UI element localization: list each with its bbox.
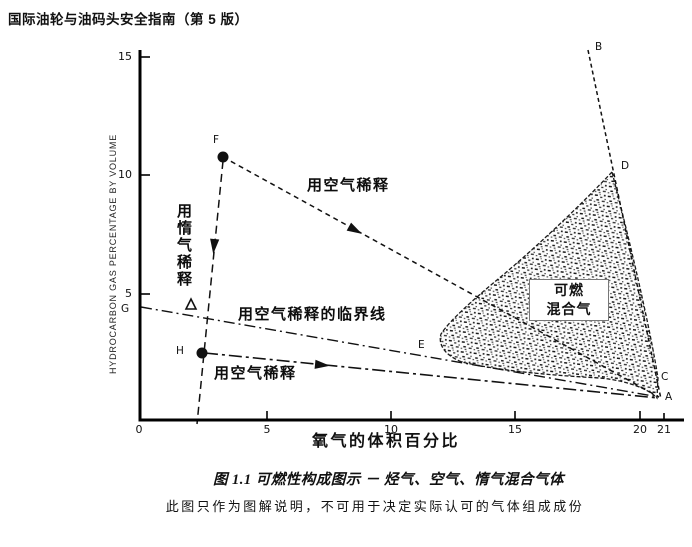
point-label-d: D <box>621 160 630 172</box>
line-g-a-critical <box>140 306 660 398</box>
label-flammable-mixture: 可燃 混合气 <box>529 279 609 321</box>
point-h-dot <box>196 347 208 359</box>
point-label-f: F <box>213 134 220 146</box>
x-axis-label: 氧气的体积百分比 <box>312 433 461 450</box>
figure-caption-title: 图 1.1 可燃性构成图示 － 烃气、空气、惰气混合气体 <box>212 472 565 488</box>
y-tick-5: 5 <box>125 287 132 300</box>
x-tick-0: 0 <box>135 423 143 436</box>
line-f-a <box>222 156 660 398</box>
point-label-h: H <box>176 345 184 357</box>
label-dilute-with-inert-gas: 用惰气稀释 <box>175 203 192 288</box>
x-tick-21: 21 <box>657 423 671 436</box>
arrowhead-f-a <box>346 222 363 234</box>
point-label-a: A <box>665 391 673 403</box>
line-h-a <box>204 352 659 399</box>
arrowhead-f-inert <box>210 238 220 254</box>
x-tick-20: 20 <box>633 423 647 436</box>
point-label-g: G <box>121 303 130 315</box>
y-axis-ticks <box>140 56 150 295</box>
point-label-b: B <box>595 41 603 53</box>
x-tick-10: 10 <box>384 423 398 436</box>
x-axis-ticks <box>266 411 665 420</box>
point-label-c: C <box>661 371 669 383</box>
line-b-a <box>587 49 662 400</box>
x-tick-5: 5 <box>263 423 271 436</box>
label-dilute-with-air-upper: 用空气稀释 <box>307 177 390 194</box>
point-f-dot <box>217 151 229 163</box>
page-header: 国际油轮与油码头安全指南（第 5 版） <box>8 12 249 27</box>
critical-line-triangle-marker <box>184 297 198 310</box>
label-dilute-with-air-lower: 用空气稀释 <box>214 365 297 382</box>
arrowhead-h-a <box>314 359 330 369</box>
axes <box>138 50 684 422</box>
x-tick-15: 15 <box>508 423 522 436</box>
y-tick-15: 15 <box>118 50 132 63</box>
figure-caption-note: 此图只作为图解说明，不可用于决定实际认可的气体组成成份 <box>165 499 585 514</box>
y-tick-10: 10 <box>118 168 132 181</box>
line-f-inert <box>196 160 224 425</box>
label-critical-dilution-line: 用空气稀释的临界线 <box>238 306 387 323</box>
point-label-e: E <box>418 339 425 351</box>
